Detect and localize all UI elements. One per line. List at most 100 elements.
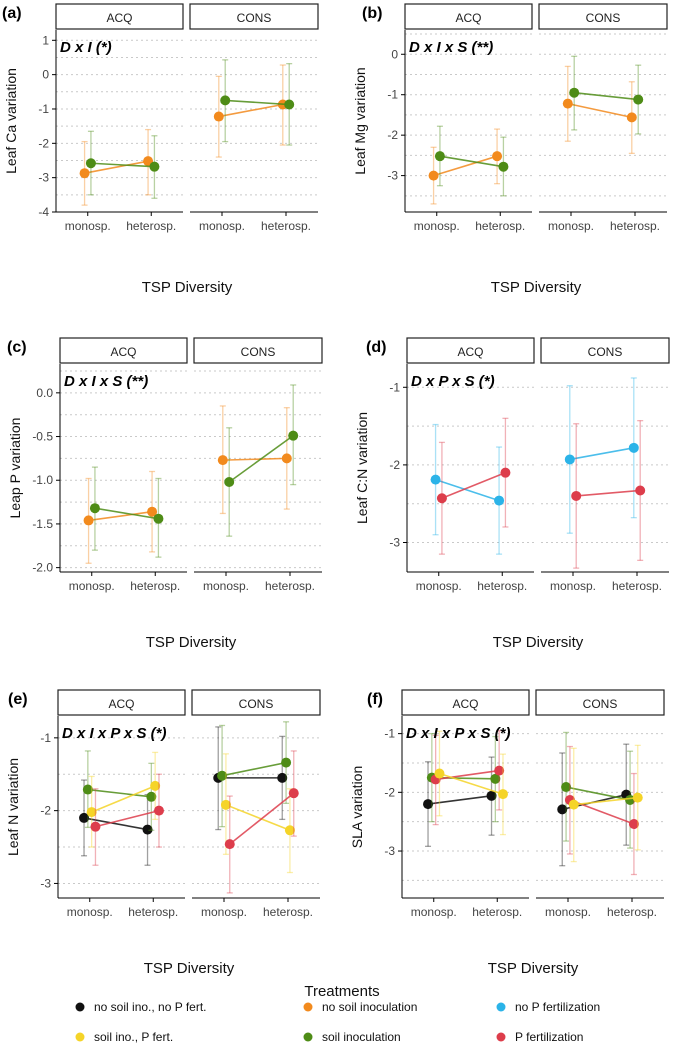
y-tick-label: 1	[42, 33, 49, 47]
significance-annotation: D x P x S (*)	[411, 373, 495, 390]
series-line	[84, 160, 149, 174]
y-tick-label: -2	[38, 136, 49, 150]
facet-strip-acq	[57, 689, 186, 716]
y-tick-label: -1	[384, 727, 395, 741]
data-point	[500, 467, 511, 478]
data-point	[90, 821, 101, 832]
x-tick-label: monosp.	[199, 219, 245, 233]
panel-c: (c) ACQ monosp. heterosp. CONS monosp. heteros…	[7, 337, 323, 651]
legend-label: soil ino., P fert.	[94, 1030, 173, 1044]
y-tick-label: -2	[40, 804, 51, 818]
data-point	[569, 87, 580, 98]
data-point	[147, 506, 158, 517]
x-tick-label: monosp.	[203, 579, 249, 593]
series-line	[574, 91, 639, 101]
x-tick-label: heterosp.	[126, 219, 176, 233]
series-line	[221, 761, 287, 777]
data-point	[428, 170, 439, 181]
x-tick-label: heterosp.	[263, 905, 313, 919]
series-line	[569, 447, 634, 461]
series-line	[91, 785, 156, 813]
data-point	[557, 804, 568, 815]
data-point	[571, 490, 582, 501]
y-tick-label: -1	[389, 380, 400, 394]
series-line	[435, 769, 500, 781]
legend-item: soil inoculation	[303, 1030, 401, 1044]
series-line	[441, 471, 506, 500]
x-axis-title: TSP Diversity	[488, 960, 579, 977]
facet-label: ACQ	[106, 11, 132, 25]
data-point	[434, 151, 445, 162]
data-point	[436, 493, 447, 504]
significance-annotation: D x I x P x S (*)	[62, 725, 166, 742]
data-point	[562, 98, 573, 109]
facet-label: ACQ	[108, 697, 134, 711]
data-point	[150, 780, 161, 791]
facet-label: CONS	[237, 11, 272, 25]
facet-label: CONS	[239, 697, 274, 711]
y-axis-title: SLA variation	[349, 766, 365, 849]
data-point	[153, 805, 164, 816]
significance-annotation: D x I x P x S (*)	[406, 725, 510, 742]
x-tick-label: heterosp.	[607, 905, 657, 919]
legend-item: P fertilization	[496, 1030, 583, 1044]
y-axis-title: Leaf Mg variation	[352, 67, 368, 174]
data-point	[492, 151, 503, 162]
facet-label: ACQ	[110, 345, 136, 359]
legend-title: Treatments	[304, 983, 379, 1000]
facet-label: ACQ	[457, 345, 483, 359]
data-point	[149, 161, 160, 172]
data-point	[626, 112, 637, 123]
data-point	[486, 790, 497, 801]
y-tick-label: 0	[391, 47, 398, 61]
series-line	[87, 788, 152, 798]
data-point	[628, 819, 639, 830]
legend-swatch	[303, 1032, 313, 1042]
x-tick-label: heterosp.	[128, 905, 178, 919]
series-line	[94, 507, 159, 520]
y-axis-title: Leaf C:N variation	[354, 412, 370, 524]
y-tick-label: -1.0	[32, 473, 53, 487]
legend-label: no P fertilization	[515, 1000, 600, 1014]
legend-swatch	[496, 1002, 506, 1012]
facet-strip-acq	[59, 337, 188, 364]
data-point	[79, 168, 90, 179]
panel-d: (d) ACQ monosp. heterosp. CONS monosp. heteros…	[354, 337, 670, 651]
legend-label: soil inoculation	[322, 1030, 401, 1044]
data-point	[82, 784, 93, 795]
data-point	[281, 757, 292, 768]
series-line	[439, 155, 504, 168]
legend: Treatments no soil ino., no P fert. no soi…	[75, 983, 600, 1044]
x-tick-label: heterosp.	[477, 579, 527, 593]
series-line	[576, 489, 641, 497]
data-point	[568, 799, 579, 810]
y-tick-label: -3	[387, 169, 398, 183]
data-point	[561, 782, 572, 793]
y-tick-label: -3	[384, 844, 395, 858]
data-point	[213, 111, 224, 122]
series-line	[439, 772, 504, 795]
data-point	[494, 765, 505, 776]
data-point	[423, 799, 434, 810]
legend-label: P fertilization	[515, 1030, 583, 1044]
facet-label: CONS	[241, 345, 276, 359]
x-axis-title: TSP Diversity	[144, 960, 235, 977]
y-tick-label: -3	[389, 536, 400, 550]
data-point	[220, 95, 231, 106]
panel-label: (a)	[2, 5, 22, 22]
data-point	[284, 825, 295, 836]
x-tick-label: heterosp.	[612, 579, 662, 593]
data-point	[79, 812, 90, 823]
x-tick-label: monosp.	[548, 219, 594, 233]
facet-label: CONS	[588, 345, 623, 359]
x-tick-label: heterosp.	[610, 219, 660, 233]
series-line	[90, 162, 155, 168]
x-axis-title: TSP Diversity	[491, 279, 582, 296]
panel-f: (f) ACQ monosp. heterosp. CONS monosp. heteros…	[349, 689, 665, 977]
data-point	[498, 161, 509, 172]
series-line	[567, 102, 632, 119]
data-point	[83, 515, 94, 526]
series-line	[225, 804, 291, 832]
y-tick-label: 0.0	[36, 386, 53, 400]
